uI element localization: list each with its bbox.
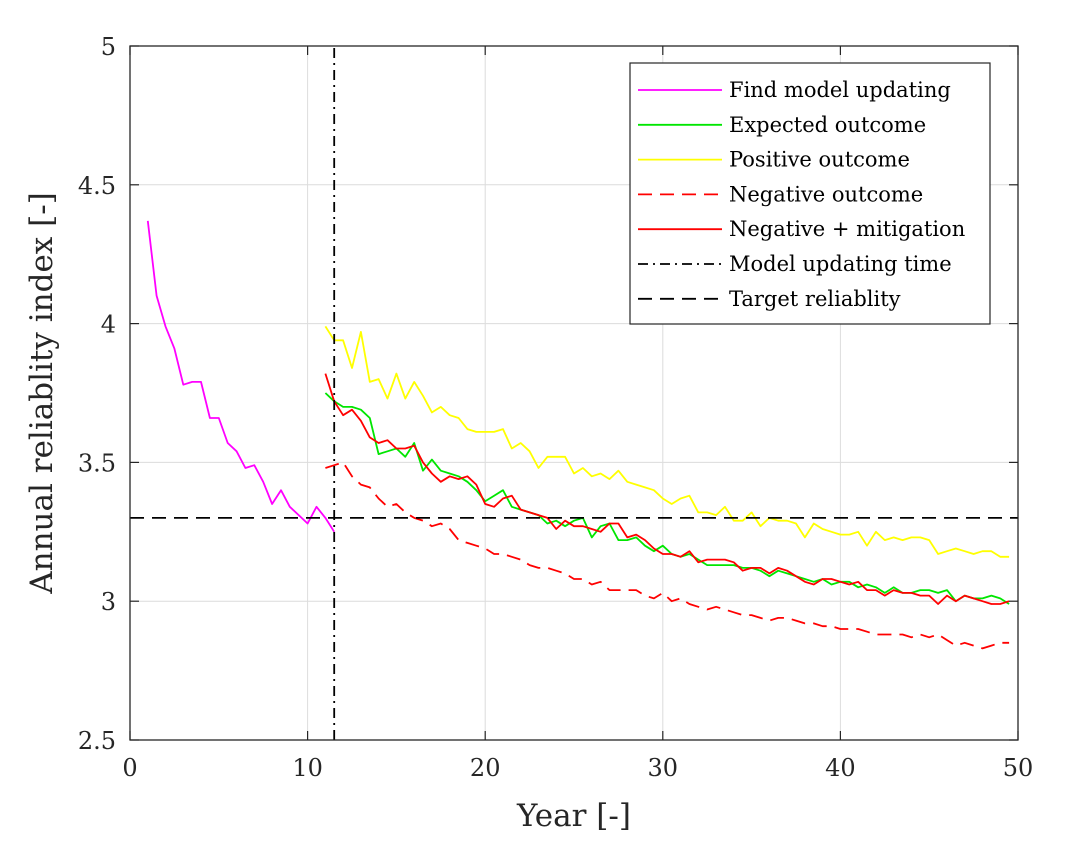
legend-label-expected-outcome: Expected outcome	[729, 113, 926, 137]
x-tick-label: 40	[825, 754, 856, 782]
x-tick-label: 0	[122, 754, 137, 782]
legend-label-find-model-updating: Find model updating	[729, 78, 951, 102]
legend-label-negative-mitigation: Negative + mitigation	[729, 217, 965, 241]
axis-ticks: 0 10 20 30 40 50 2.5 3 3.5 4 4.5 5	[78, 33, 1033, 782]
legend-label-target-reliablity: Target reliablity	[729, 287, 901, 311]
x-tick-label: 10	[292, 754, 323, 782]
series-line-negative-mitigation	[324, 373, 1010, 605]
y-tick-label: 3.5	[78, 449, 116, 477]
series-line-find-model-updating	[146, 220, 335, 533]
x-axis-title: Year [-]	[516, 798, 631, 834]
x-tick-label: 20	[470, 754, 501, 782]
series-line-positive-outcome	[324, 325, 1010, 558]
y-tick-label: 5	[101, 33, 116, 61]
x-tick-label: 50	[1003, 754, 1034, 782]
series-line-negative-outcome	[325, 461, 1010, 650]
series-line-expected-outcome	[324, 392, 1010, 605]
legend-label-negative-outcome: Negative outcome	[729, 182, 923, 206]
legend-label-model-updating-time: Model updating time	[729, 252, 952, 276]
y-tick-label: 4.5	[78, 172, 116, 200]
y-tick-label: 2.5	[78, 727, 116, 755]
y-axis-title: Annual reliablity index [-]	[24, 192, 60, 595]
plot-frame	[129, 45, 1019, 741]
y-tick-label: 3	[101, 588, 116, 616]
legend-label-positive-outcome: Positive outcome	[729, 148, 910, 172]
legend: Find model updating Expected outcome Posit…	[629, 62, 991, 325]
y-tick-label: 4	[101, 311, 116, 339]
data-series-group	[130, 46, 1018, 740]
x-tick-label: 30	[648, 754, 679, 782]
